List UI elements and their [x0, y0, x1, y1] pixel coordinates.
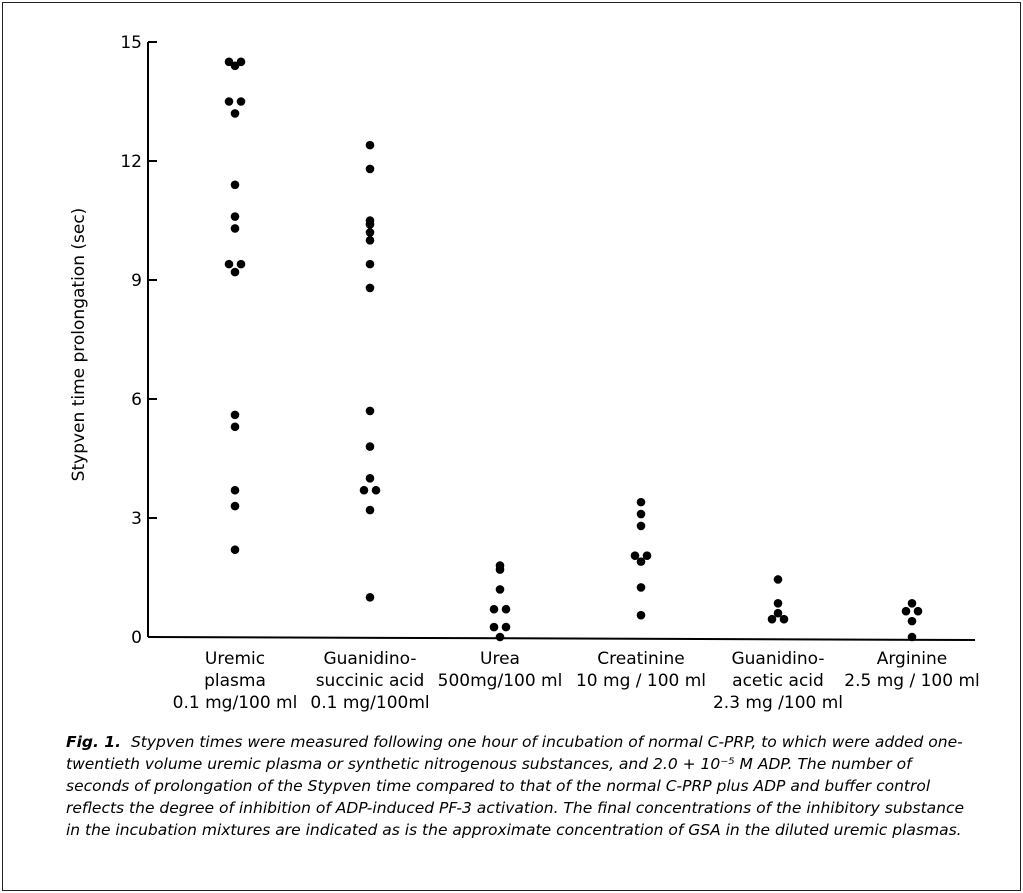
- category-label-line: Guanidino-: [323, 649, 417, 669]
- data-point: [907, 598, 917, 608]
- category-label-line: succinic acid: [315, 671, 425, 691]
- data-point: [365, 442, 375, 451]
- category-label: Guanidino-succinic acid 0.1 mg/100ml: [310, 648, 429, 714]
- data-point: [636, 583, 646, 592]
- data-point: [230, 180, 240, 190]
- data-point: [230, 410, 240, 420]
- y-axis-label: Stypven time prolongation (sec): [69, 208, 89, 482]
- category-label: Urea 500mg/100 ml: [438, 648, 563, 692]
- data-point: [636, 509, 646, 519]
- data-point: [636, 521, 646, 531]
- data-point: [495, 632, 505, 642]
- y-tick-label: 9: [131, 271, 142, 291]
- data-point: [901, 606, 911, 616]
- data-point: [236, 259, 246, 269]
- category-label-line: Creatinine: [597, 649, 685, 669]
- category-label-line: 0.1 mg/100 ml: [172, 693, 298, 713]
- data-point: [371, 485, 381, 495]
- data-point: [767, 614, 777, 624]
- data-point: [230, 267, 240, 277]
- category-label-line: 10 mg / 100 ml: [575, 671, 707, 691]
- data-point: [636, 557, 646, 566]
- x-axis: [147, 636, 976, 641]
- category-label-line: Urea: [480, 649, 520, 669]
- data-point: [230, 224, 240, 233]
- category-label-line: Guanidino-: [731, 649, 825, 669]
- data-point: [230, 61, 240, 71]
- data-point: [365, 505, 375, 515]
- data-point: [636, 497, 646, 507]
- category-label-line: 2.3 mg /100 ml: [712, 693, 844, 713]
- data-point: [359, 485, 369, 495]
- data-point: [230, 212, 240, 221]
- category-label-line: Arginine: [876, 649, 948, 669]
- category-label: Arginine 2.5 mg / 100 ml: [844, 648, 979, 692]
- data-point: [489, 604, 499, 614]
- y-tick-label: 6: [131, 390, 142, 410]
- data-point: [365, 220, 375, 229]
- data-point: [230, 422, 240, 432]
- data-point: [365, 259, 375, 269]
- data-point: [773, 598, 783, 608]
- category-label-line: acetic acid: [732, 671, 824, 691]
- data-point: [773, 608, 783, 618]
- y-tick-label: 15: [120, 33, 142, 53]
- data-point: [365, 474, 375, 483]
- data-point: [489, 622, 499, 632]
- data-point: [495, 585, 505, 594]
- data-point: [773, 575, 783, 584]
- data-point: [636, 610, 646, 620]
- caption-text: Stypven times were measured following on…: [66, 733, 965, 839]
- data-point: [779, 614, 789, 624]
- data-point: [630, 551, 640, 560]
- y-tick-label: 12: [120, 152, 142, 172]
- category-label: Creatinine 10 mg / 100 ml: [576, 648, 706, 692]
- data-point: [913, 606, 923, 616]
- category-label-line: plasma: [204, 671, 266, 691]
- data-point: [230, 109, 240, 118]
- data-point: [365, 164, 375, 174]
- data-point: [907, 632, 917, 642]
- data-point: [365, 593, 375, 602]
- data-point: [236, 97, 246, 106]
- data-point: [907, 616, 917, 626]
- category-label-line: 500mg/100 ml: [437, 671, 563, 691]
- data-point: [642, 551, 652, 560]
- y-tick-label: 3: [131, 509, 142, 529]
- data-point: [365, 283, 375, 293]
- data-point: [230, 545, 240, 555]
- caption-label: Fig. 1.: [66, 733, 121, 751]
- data-point: [501, 622, 511, 632]
- data-point: [365, 236, 375, 245]
- category-label-line: 0.1 mg/100ml: [310, 693, 430, 713]
- data-point: [224, 97, 234, 106]
- data-point: [365, 140, 375, 150]
- data-point: [501, 604, 511, 614]
- data-point: [230, 485, 240, 495]
- data-point: [495, 565, 505, 574]
- y-tick-label: 0: [131, 628, 142, 648]
- data-point: [365, 228, 375, 237]
- category-label-line: Uremic: [204, 649, 266, 669]
- data-point: [224, 259, 234, 269]
- figure-caption: Fig. 1. Stypven times were measured follo…: [66, 731, 976, 841]
- category-label-line: 2.5 mg / 100 ml: [844, 671, 980, 691]
- category-label: Guanidino-acetic acid 2.3 mg /100 ml: [713, 648, 843, 714]
- category-label: Uremic plasma 0.1 mg/100 ml: [173, 648, 298, 714]
- data-point: [365, 406, 375, 416]
- data-point: [230, 501, 240, 511]
